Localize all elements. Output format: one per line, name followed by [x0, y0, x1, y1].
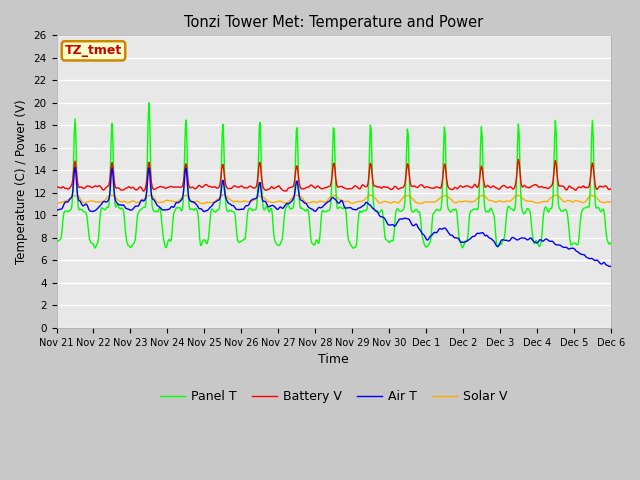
- Air T: [607, 264, 614, 269]
- Battery V: [418, 182, 426, 188]
- Battery V: [282, 188, 289, 194]
- Solar V: [176, 197, 184, 203]
- Legend: Panel T, Battery V, Air T, Solar V: Panel T, Battery V, Air T, Solar V: [155, 385, 513, 408]
- Panel T: [52, 237, 60, 243]
- Panel T: [120, 208, 127, 214]
- Battery V: [515, 156, 522, 162]
- Y-axis label: Temperature (C) / Power (V): Temperature (C) / Power (V): [15, 99, 28, 264]
- Battery V: [205, 184, 213, 190]
- Solar V: [52, 200, 60, 206]
- Battery V: [63, 185, 70, 191]
- Panel T: [419, 236, 427, 242]
- Line: Air T: Air T: [56, 167, 611, 266]
- Panel T: [349, 245, 357, 251]
- Solar V: [419, 200, 427, 206]
- Battery V: [120, 187, 127, 193]
- Panel T: [206, 218, 214, 224]
- Battery V: [607, 186, 614, 192]
- Panel T: [177, 207, 184, 213]
- Solar V: [402, 193, 410, 199]
- Line: Battery V: Battery V: [56, 159, 611, 191]
- X-axis label: Time: Time: [318, 353, 349, 366]
- Panel T: [145, 100, 153, 106]
- Title: Tonzi Tower Met: Temperature and Power: Tonzi Tower Met: Temperature and Power: [184, 15, 483, 30]
- Air T: [177, 198, 184, 204]
- Battery V: [176, 184, 184, 190]
- Air T: [120, 203, 128, 209]
- Air T: [418, 230, 426, 236]
- Battery V: [402, 174, 410, 180]
- Air T: [71, 164, 79, 170]
- Air T: [206, 204, 214, 210]
- Battery V: [52, 185, 60, 191]
- Solar V: [417, 201, 425, 206]
- Air T: [402, 216, 410, 221]
- Solar V: [607, 199, 614, 205]
- Text: TZ_tmet: TZ_tmet: [65, 44, 122, 57]
- Air T: [605, 264, 613, 269]
- Panel T: [403, 146, 410, 152]
- Solar V: [63, 198, 70, 204]
- Line: Solar V: Solar V: [56, 195, 611, 204]
- Air T: [63, 199, 70, 205]
- Solar V: [205, 200, 213, 205]
- Line: Panel T: Panel T: [56, 103, 611, 248]
- Solar V: [220, 192, 228, 198]
- Solar V: [120, 198, 127, 204]
- Air T: [52, 207, 60, 213]
- Panel T: [607, 240, 614, 246]
- Panel T: [63, 208, 70, 214]
